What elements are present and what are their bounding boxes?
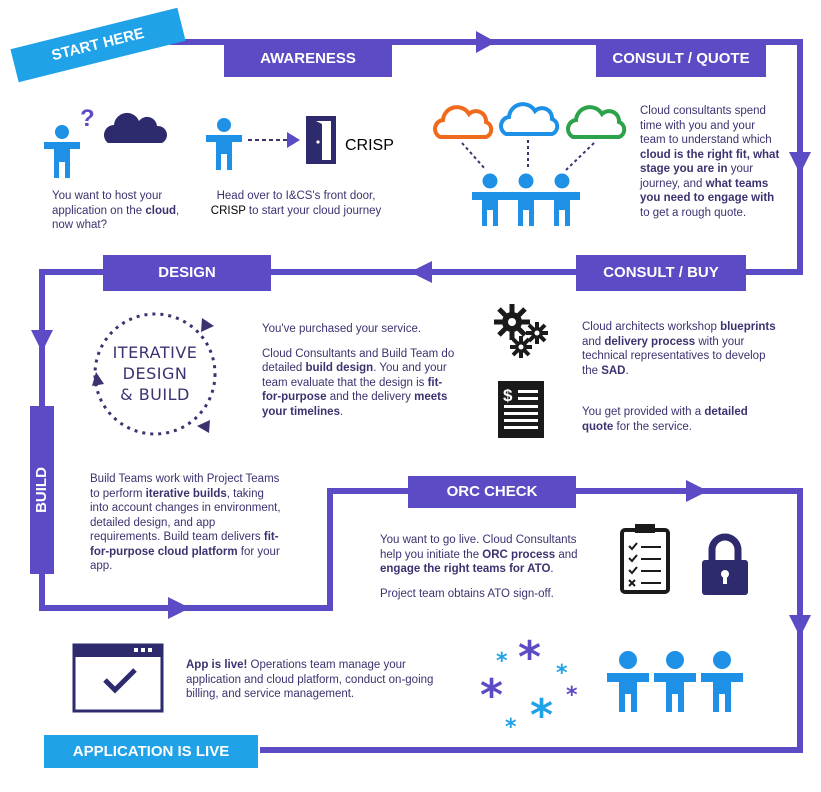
consult-buy-workshop-text: Cloud architects workshop blueprints and… (582, 321, 776, 377)
door-icon (306, 116, 336, 164)
stage-consult-buy: CONSULT / BUY (576, 255, 746, 291)
stage-build: BUILD (30, 406, 54, 574)
cloud-orange-icon (433, 105, 494, 139)
arrow-right-2 (168, 597, 190, 619)
cloud-green-icon (566, 105, 627, 139)
team-icon (607, 651, 743, 712)
stage-design: DESIGN (103, 255, 271, 291)
arrow-right-3 (686, 480, 708, 502)
cycle-arrow-icon (197, 420, 210, 433)
cycle-arrow-icon (92, 372, 104, 386)
svg-text:*: * (496, 649, 508, 674)
person-icon (206, 118, 242, 170)
dashed-connector (565, 142, 595, 171)
consult-quote-text: Cloud consultants spend time with you an… (640, 105, 780, 219)
svg-text:*: * (480, 670, 503, 721)
cycle-arrow-icon (201, 318, 214, 332)
svg-text:*: * (518, 632, 541, 683)
awareness-text-crisp: Head over to I&CS's front door, CRISP to… (210, 190, 382, 217)
browser-window-check-icon (72, 643, 164, 713)
lock-icon (702, 533, 748, 595)
live-text: App is live! Operations team manage your… (186, 659, 434, 700)
arrow-down-3 (789, 615, 811, 637)
consult-buy-quote-text: You get provided with a detailed quote f… (582, 406, 748, 433)
stage-orc-check: ORC CHECK (408, 476, 576, 508)
crisp-door-label: CRISP (345, 137, 394, 154)
stage-application-live: APPLICATION IS LIVE (44, 735, 258, 768)
cloud-icon (104, 112, 167, 143)
cloud-blue-icon (499, 102, 560, 136)
design-text: You've purchased your service. Cloud Con… (262, 323, 455, 418)
build-text: Build Teams work with Project Teams to p… (90, 473, 281, 572)
gears-icon (494, 304, 548, 358)
svg-text:$: $ (503, 386, 513, 405)
iterative-cycle-label: ITERATIVE DESIGN & BUILD (112, 343, 198, 404)
arrow-left-1 (410, 261, 432, 283)
arrow-head-icon (287, 132, 300, 148)
arrow-down-1 (789, 152, 811, 174)
arrow-down-2 (31, 330, 53, 352)
dashed-connector (461, 142, 487, 171)
svg-text:*: * (556, 661, 568, 686)
quote-document-icon: $ (498, 381, 544, 438)
checklist-clipboard-icon (620, 524, 670, 594)
svg-text:*: * (566, 683, 578, 708)
svg-text:*: * (530, 690, 553, 741)
svg-text:*: * (505, 715, 517, 740)
question-mark-icon: ? (80, 105, 95, 132)
awareness-text-host: You want to host your application on the… (52, 190, 180, 231)
team-icon (472, 173, 580, 226)
stage-awareness: AWARENESS (224, 41, 392, 77)
stage-build-label: BUILD (33, 467, 50, 513)
iterative-cycle-ring (93, 312, 217, 436)
arrow-right-1 (476, 31, 496, 53)
orc-text: You want to go live. Cloud Consultants h… (380, 534, 578, 600)
sparkles-icon: * * * * * * * (480, 632, 578, 741)
stage-consult-quote: CONSULT / QUOTE (596, 41, 766, 77)
person-icon (44, 125, 80, 178)
